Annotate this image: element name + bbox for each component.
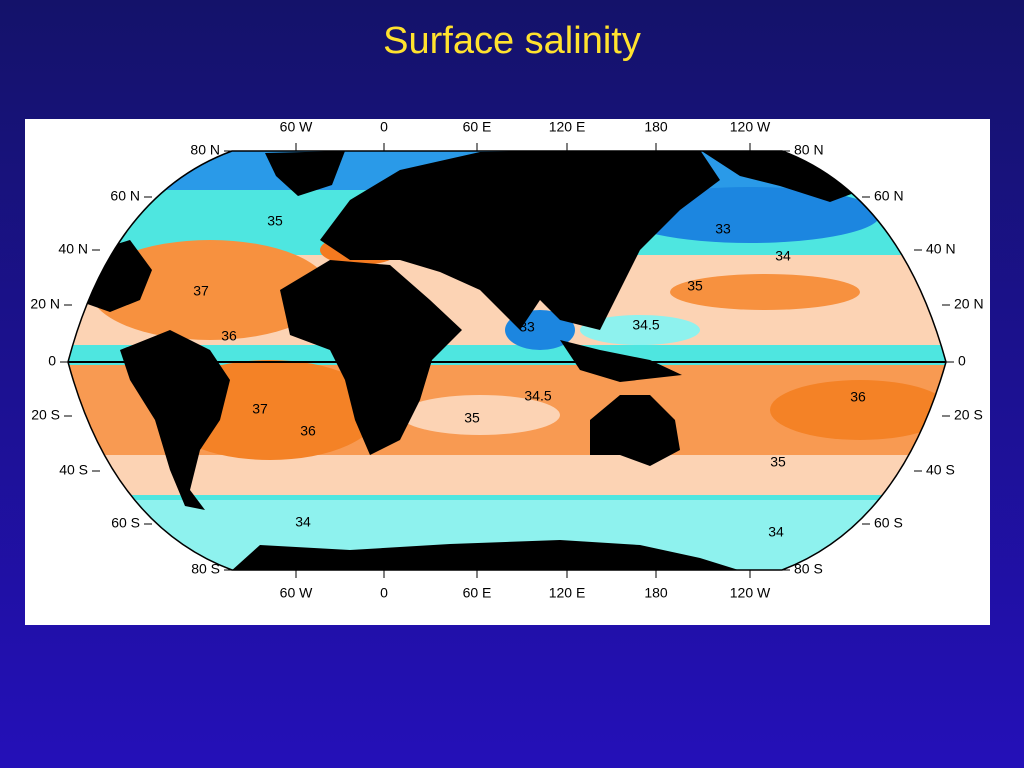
map-outline	[67, 150, 947, 571]
contour-label: 34	[768, 524, 784, 540]
lon-label: 60 W	[280, 119, 313, 135]
contour-label: 35	[267, 213, 283, 229]
contour-label: 36	[850, 389, 866, 405]
lon-label: 120 W	[730, 585, 771, 601]
contour-label: 34	[295, 514, 311, 530]
lat-label: 60 S	[111, 515, 140, 531]
lat-label: 20 N	[30, 296, 60, 312]
contour-label: 33	[715, 221, 731, 237]
lon-label: 120 E	[549, 585, 586, 601]
contour-label: 36	[300, 423, 316, 439]
contour-label: 33	[519, 319, 535, 335]
lon-label: 180	[644, 119, 668, 135]
lat-label: 40 S	[59, 462, 88, 478]
contour-label: 34	[775, 248, 791, 264]
lat-label: 20 S	[31, 407, 60, 423]
contour-label: 35	[464, 410, 480, 426]
slide-title: Surface salinity	[383, 20, 641, 62]
lat-label: 40 S	[926, 462, 955, 478]
contour-label: 37	[252, 401, 268, 417]
contour-label: 35	[687, 278, 703, 294]
lon-label: 0	[380, 119, 388, 135]
lat-label: 20 S	[954, 407, 983, 423]
ocean	[68, 151, 946, 570]
contour-label: 35	[770, 454, 786, 470]
lat-label: 60 N	[110, 188, 140, 204]
lat-label: 0	[958, 353, 966, 369]
lat-label: 80 S	[191, 561, 220, 577]
lon-label: 0	[380, 585, 388, 601]
lat-label: 40 N	[58, 241, 88, 257]
lat-label: 20 N	[954, 296, 984, 312]
lat-label: 80 S	[794, 561, 823, 577]
lat-label: 0	[48, 353, 56, 369]
contour-label: 34.5	[524, 388, 551, 404]
lon-label: 60 E	[463, 119, 492, 135]
lat-label: 60 S	[874, 515, 903, 531]
lon-label: 60 E	[463, 585, 492, 601]
lat-label: 80 N	[794, 142, 824, 158]
lat-label: 80 N	[190, 142, 220, 158]
contour-label: 37	[193, 283, 209, 299]
lon-label: 180	[644, 585, 668, 601]
lon-label: 60 W	[280, 585, 313, 601]
contour-label: 34.5	[632, 317, 659, 333]
lat-label: 40 N	[926, 241, 956, 257]
lat-label: 60 N	[874, 188, 904, 204]
lon-label: 120 W	[730, 119, 771, 135]
contour-label: 36	[221, 328, 237, 344]
lon-label: 120 E	[549, 119, 586, 135]
